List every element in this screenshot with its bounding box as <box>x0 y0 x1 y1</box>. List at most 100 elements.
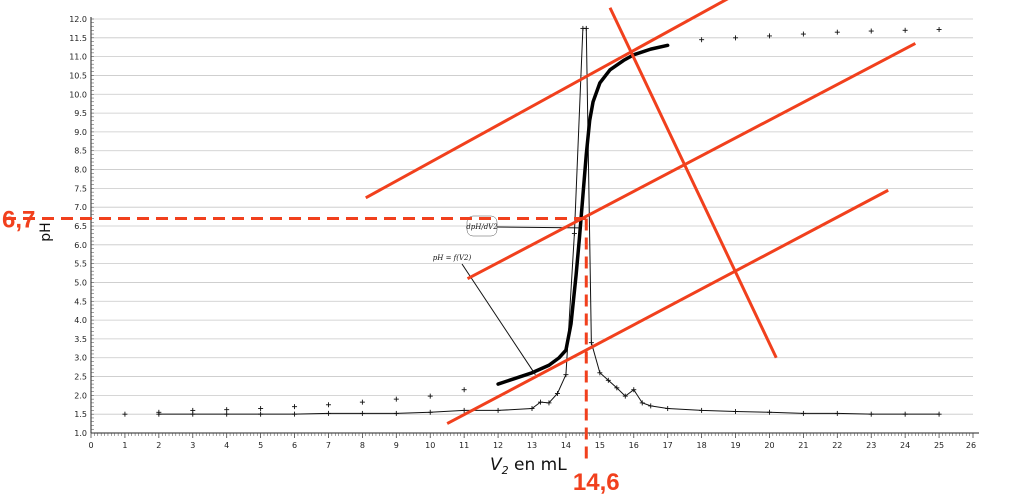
derivative-point <box>554 390 560 396</box>
y-tick-label: 3.5 <box>74 335 87 344</box>
y-tick-label: 10.0 <box>69 90 87 99</box>
red-line-perpendicular <box>608 7 778 359</box>
derivative-point <box>393 410 399 416</box>
x-tick-label: 3 <box>190 441 195 450</box>
x-tick-label: 12 <box>493 441 503 450</box>
x-tick-label: 13 <box>527 441 537 450</box>
derivative-label: dpH/dV2 <box>466 223 498 231</box>
ph-data-point <box>800 31 806 37</box>
derivative-point <box>588 340 594 346</box>
ph-data-point <box>258 406 264 412</box>
x-tick-label: 6 <box>292 441 297 450</box>
y-tick-label: 6.5 <box>74 222 87 231</box>
y-tick-label: 9.5 <box>74 109 87 118</box>
y-tick-label: 6.0 <box>74 241 87 250</box>
derivative-point <box>605 377 611 383</box>
y-tick-label: 3.0 <box>74 354 87 363</box>
derivative-point <box>622 393 628 399</box>
derivative-label-box <box>466 215 498 237</box>
derivative-point <box>359 410 365 416</box>
derivative-point <box>292 411 298 417</box>
ph-data-point <box>393 396 399 402</box>
y-tick-label: 4.0 <box>74 316 87 325</box>
ph-curve-bold <box>496 43 670 386</box>
derivative-point <box>224 411 230 417</box>
derivative-point <box>614 385 620 391</box>
ph-data-point <box>427 393 433 399</box>
y-tick-label: 1.0 <box>74 429 87 438</box>
ph-data-point <box>122 411 128 417</box>
y-tick-label: 2.0 <box>74 391 87 400</box>
x-tick-label: 4 <box>224 441 229 450</box>
red-line-upper-tangent <box>365 0 729 200</box>
derivative-point <box>631 387 637 393</box>
red-line-middle-parallel <box>466 42 917 281</box>
y-tick-label: 5.0 <box>74 278 87 287</box>
ph-data-point <box>936 27 942 33</box>
x-tick-label: 17 <box>663 441 673 450</box>
x-tick-label: 26 <box>966 441 976 450</box>
x-tick-label: 10 <box>425 441 435 450</box>
x-tick-label: 9 <box>394 441 399 450</box>
x-tick-label: 20 <box>764 441 774 450</box>
x-tick-label: 24 <box>900 441 910 450</box>
derivative-point <box>800 410 806 416</box>
derivative-point <box>537 399 543 405</box>
derivative-point <box>665 406 671 412</box>
x-tick-label: 21 <box>798 441 808 450</box>
equivalence-ph-label: 6,7 <box>2 206 35 233</box>
y-tick-label: 7.5 <box>74 184 87 193</box>
ph-data-point <box>834 29 840 35</box>
y-tick-label: 12.0 <box>69 15 87 24</box>
x-tick-label: 25 <box>934 441 944 450</box>
derivative-point <box>427 409 433 415</box>
curve-leader <box>461 263 536 375</box>
x-tick-label: 7 <box>326 441 331 450</box>
ph-data-point <box>902 27 908 33</box>
x-tick-label: 1 <box>122 441 127 450</box>
data-series <box>122 25 942 417</box>
derivative-point <box>571 231 577 237</box>
derivative-point <box>495 407 501 413</box>
x-tick-label: 22 <box>832 441 842 450</box>
x-tick-label: 23 <box>866 441 876 450</box>
annotations: dpH/dV2 pH = f(V2) <box>433 215 580 375</box>
y-tick-label: 9.0 <box>74 128 87 137</box>
y-tick-label: 5.5 <box>74 260 87 269</box>
y-tick-label: 8.0 <box>74 166 87 175</box>
y-tick-label: 11.5 <box>69 34 87 43</box>
x-tick-label: 2 <box>156 441 161 450</box>
x-tick-label: 8 <box>360 441 365 450</box>
ph-data-point <box>461 387 467 393</box>
ph-data-point <box>733 35 739 41</box>
derivative-point <box>733 409 739 415</box>
derivative-point <box>546 400 552 406</box>
y-tick-label: 8.5 <box>74 147 87 156</box>
x-tick-label: 16 <box>629 441 639 450</box>
x-tick-label: 0 <box>88 441 93 450</box>
ph-data-point <box>699 37 705 43</box>
x-axis-title: V2 en mL <box>490 455 567 477</box>
x-tick-label: 11 <box>459 441 469 450</box>
x-tick-label: 14 <box>561 441 571 450</box>
derivative-point <box>648 403 654 409</box>
derivative-point <box>529 406 535 412</box>
ph-data-point <box>868 28 874 34</box>
derivative-point <box>461 407 467 413</box>
y-tick-label: 10.5 <box>69 71 87 80</box>
derivative-point <box>936 411 942 417</box>
y-tick-label: 4.5 <box>74 297 87 306</box>
derivative-point <box>156 411 162 417</box>
ph-data-point <box>766 33 772 39</box>
gridlines <box>91 18 973 434</box>
derivative-point <box>902 411 908 417</box>
x-tick-label: 18 <box>697 441 707 450</box>
y-tick-label: 1.5 <box>74 410 87 419</box>
tick-labels: 1.0 1.5 2.0 2.5 3.0 3.5 4.0 4.5 5.0 5.5 6.0 6.5 7.0 7… <box>69 15 976 450</box>
derivative-point <box>868 411 874 417</box>
x-tick-label: 5 <box>258 441 263 450</box>
ph-data-point <box>292 404 298 410</box>
ph-data-point <box>359 399 365 405</box>
red-line-lower-tangent <box>446 188 889 425</box>
y-axis-title: pH <box>38 222 54 241</box>
